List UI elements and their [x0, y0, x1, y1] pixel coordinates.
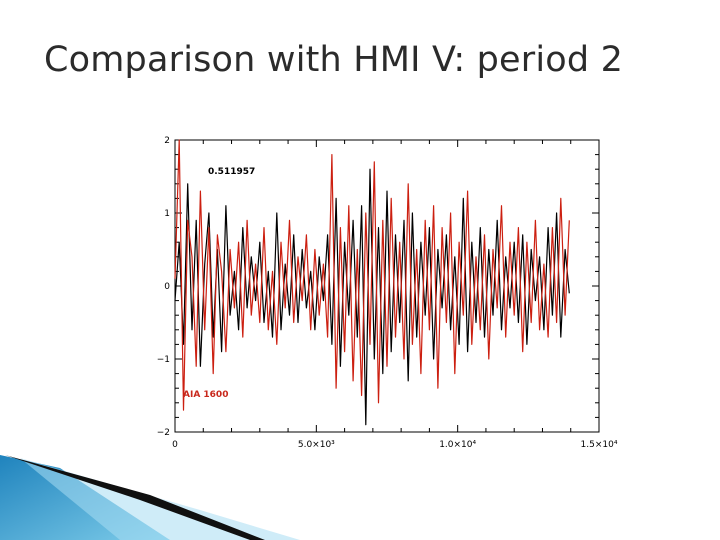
slide-title: Comparison with HMI V: period 2 — [44, 40, 624, 80]
correlation-annotation: 0.511957 — [208, 167, 255, 177]
y-tick-label: 2 — [164, 136, 170, 146]
x-tick-label: 1.0×10⁴ — [439, 440, 476, 450]
x-tick-label: 1.5×10⁴ — [581, 440, 618, 450]
y-tick-label: −1 — [157, 355, 170, 365]
y-tick-label: 0 — [164, 282, 170, 292]
series-group — [174, 139, 570, 426]
series-line-red — [174, 139, 570, 411]
axis-ticks: 0 5.0×10³ 1.0×10⁴ 1.5×10⁴ −2 −1 0 1 2 — [157, 136, 618, 450]
series-label-annotation: AIA 1600 — [183, 390, 228, 400]
x-tick-label: 0 — [172, 440, 178, 450]
y-tick-label: 1 — [164, 209, 170, 219]
y-tick-label: −2 — [157, 428, 170, 438]
x-tick-label: 5.0×10³ — [298, 440, 335, 450]
deco-black-stroke — [5, 455, 265, 540]
